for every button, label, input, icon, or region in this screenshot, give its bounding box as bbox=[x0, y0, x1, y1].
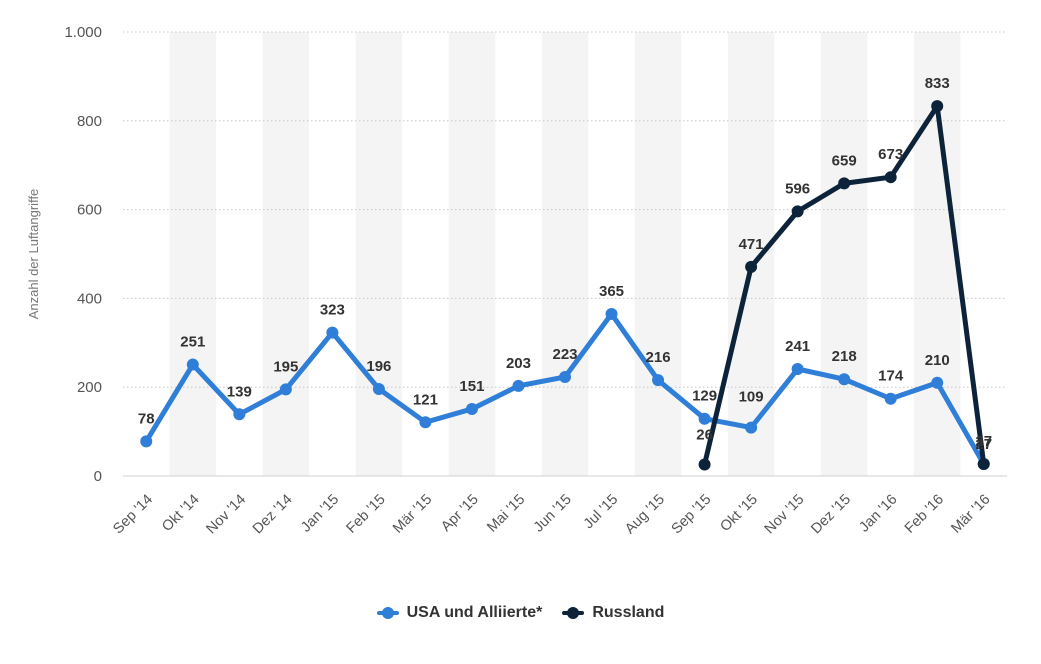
data-label: 218 bbox=[832, 348, 857, 365]
data-label: 251 bbox=[180, 334, 205, 351]
data-label: 673 bbox=[878, 146, 903, 163]
y-tick-label: 800 bbox=[77, 113, 102, 130]
data-point bbox=[372, 382, 385, 395]
y-axis-label: Anzahl der Luftangriffe bbox=[26, 189, 41, 320]
data-point bbox=[791, 362, 804, 375]
legend-label-russland: Russland bbox=[592, 604, 665, 621]
band-5 bbox=[355, 32, 403, 476]
x-tick-label: Nov '14 bbox=[203, 492, 249, 538]
x-tick-label: Jul '15 bbox=[581, 492, 622, 533]
data-point bbox=[279, 383, 292, 396]
data-label: 833 bbox=[925, 75, 950, 92]
data-label: 129 bbox=[692, 388, 717, 405]
data-label: 203 bbox=[506, 355, 531, 372]
data-point bbox=[791, 205, 804, 218]
data-label: 78 bbox=[138, 410, 155, 427]
data-label: 121 bbox=[413, 391, 438, 408]
data-point bbox=[884, 392, 897, 405]
x-tick-label: Mai '15 bbox=[484, 492, 528, 536]
band-3 bbox=[262, 32, 310, 476]
x-tick-label: Okt '14 bbox=[159, 492, 202, 535]
data-label: 109 bbox=[739, 389, 764, 406]
legend-swatch-usa bbox=[376, 607, 399, 619]
data-point bbox=[233, 408, 246, 421]
band-1 bbox=[169, 32, 217, 476]
data-label: 27 bbox=[975, 436, 992, 453]
data-point bbox=[419, 416, 432, 429]
data-label: 151 bbox=[459, 378, 484, 395]
series-layer bbox=[140, 100, 990, 471]
data-point bbox=[838, 177, 851, 190]
data-point bbox=[465, 402, 478, 415]
data-label: 196 bbox=[366, 358, 391, 375]
band-13 bbox=[727, 32, 775, 476]
legend: USA und Alliierte* Russland bbox=[0, 604, 1041, 622]
x-tick-label: Apr '15 bbox=[438, 492, 481, 535]
data-point bbox=[931, 376, 944, 389]
data-point bbox=[931, 100, 944, 113]
x-tick-label: Dez '14 bbox=[250, 492, 296, 538]
x-tick-label: Feb '16 bbox=[902, 492, 947, 537]
band-11 bbox=[634, 32, 682, 476]
legend-swatch-russland bbox=[562, 607, 585, 619]
legend-item-russland[interactable]: Russland bbox=[562, 604, 664, 622]
x-tick-label: Mär '15 bbox=[390, 492, 435, 537]
data-label: 210 bbox=[925, 352, 950, 369]
alternating-bands bbox=[169, 32, 961, 476]
x-tick-label: Okt '15 bbox=[717, 492, 760, 535]
y-tick-label: 1.000 bbox=[64, 24, 102, 41]
data-point bbox=[512, 379, 525, 392]
data-label: 195 bbox=[273, 358, 298, 375]
data-point bbox=[884, 171, 897, 184]
data-label: 216 bbox=[646, 349, 671, 366]
data-label: 174 bbox=[878, 368, 904, 385]
y-axis-ticks: 0 200 400 600 800 1.000 bbox=[64, 24, 102, 485]
x-tick-label: Feb '15 bbox=[344, 492, 389, 537]
data-label: 659 bbox=[832, 152, 857, 169]
data-point bbox=[652, 374, 665, 387]
x-tick-label: Jan '15 bbox=[298, 492, 342, 536]
y-tick-label: 200 bbox=[77, 379, 102, 396]
x-tick-label: Mär '16 bbox=[948, 492, 993, 537]
y-tick-label: 0 bbox=[94, 468, 102, 485]
band-9 bbox=[541, 32, 589, 476]
data-point bbox=[745, 421, 758, 434]
x-axis-ticks: Sep '14 Okt '14 Nov '14 Dez '14 Jan '15 Feb '… bbox=[110, 492, 993, 538]
legend-item-usa[interactable]: USA und Alliierte* bbox=[376, 604, 543, 622]
data-point bbox=[559, 370, 571, 383]
data-point bbox=[698, 458, 711, 471]
x-tick-label: Sep '14 bbox=[110, 492, 156, 538]
x-tick-label: Nov '15 bbox=[762, 492, 808, 538]
data-point bbox=[186, 358, 199, 371]
legend-label-usa: USA und Alliierte* bbox=[406, 604, 543, 621]
band-15 bbox=[820, 32, 868, 476]
data-point bbox=[745, 260, 758, 273]
y-tick-label: 400 bbox=[77, 290, 102, 307]
data-point bbox=[140, 435, 153, 448]
data-label: 241 bbox=[785, 338, 810, 355]
data-label: 471 bbox=[739, 236, 764, 253]
data-label: 323 bbox=[320, 302, 345, 319]
x-tick-label: Aug '15 bbox=[622, 492, 668, 538]
data-label: 223 bbox=[552, 346, 577, 363]
data-label: 27 bbox=[975, 433, 992, 450]
data-point bbox=[977, 458, 990, 471]
data-label: 365 bbox=[599, 283, 624, 300]
x-tick-label: Sep '15 bbox=[669, 492, 715, 538]
data-label: 139 bbox=[227, 383, 252, 400]
x-tick-label: Jun '15 bbox=[531, 492, 575, 536]
x-tick-label: Jan '16 bbox=[856, 492, 900, 536]
data-labels: 78 251 139 195 323 196 121 151 203 223 365 216 129 10… bbox=[138, 75, 992, 453]
data-point bbox=[605, 307, 618, 320]
x-tick-label: Dez '15 bbox=[808, 492, 854, 538]
data-point bbox=[326, 326, 339, 339]
data-label: 26 bbox=[696, 426, 713, 443]
data-point bbox=[838, 373, 851, 386]
data-point bbox=[698, 412, 711, 425]
y-tick-label: 600 bbox=[77, 202, 102, 219]
data-label: 596 bbox=[785, 180, 810, 197]
